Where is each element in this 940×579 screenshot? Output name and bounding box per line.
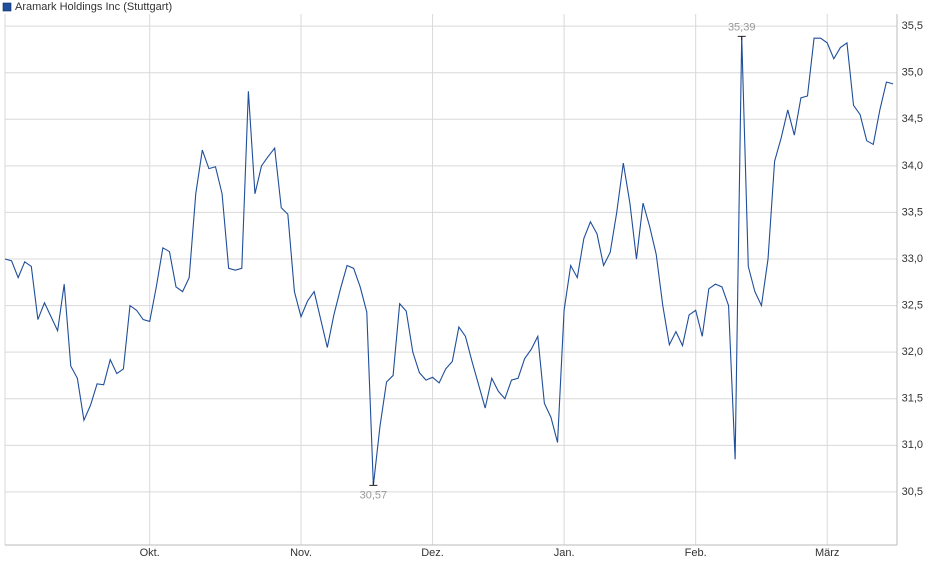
value-label: 30,57 xyxy=(360,489,388,501)
x-tick-label: März xyxy=(815,547,839,559)
y-tick-label: 35,0 xyxy=(902,67,923,79)
y-tick-label: 31,5 xyxy=(902,393,923,405)
x-tick-label: Nov. xyxy=(290,547,312,559)
y-tick-label: 34,0 xyxy=(902,160,923,172)
y-tick-label: 35,5 xyxy=(902,20,923,32)
y-tick-label: 33,0 xyxy=(902,253,923,265)
y-tick-label: 31,0 xyxy=(902,439,923,451)
x-tick-label: Feb. xyxy=(685,547,707,559)
x-tick-label: Okt. xyxy=(140,547,160,559)
legend-swatch xyxy=(2,2,12,12)
y-tick-label: 34,5 xyxy=(902,113,923,125)
line xyxy=(4,36,894,486)
y-tick-label: 33,5 xyxy=(902,206,923,218)
value-label: 35,39 xyxy=(728,21,756,33)
legend-label: Aramark Holdings Inc (Stuttgart) xyxy=(15,1,172,13)
y-tick-label: 30,5 xyxy=(902,486,923,498)
x-tick-label: Jan. xyxy=(554,547,575,559)
y-tick-label: 32,5 xyxy=(902,299,923,311)
x-tick-label: Dez. xyxy=(421,547,444,559)
y-tick-label: 32,0 xyxy=(902,346,923,358)
